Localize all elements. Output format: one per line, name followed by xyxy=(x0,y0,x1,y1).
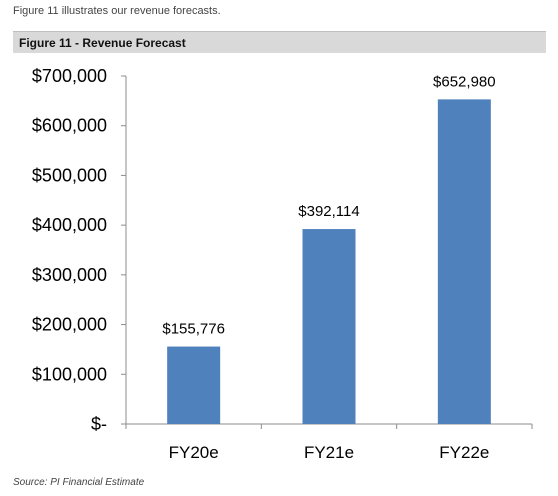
figure-title: Figure 11 - Revenue Forecast xyxy=(19,36,186,50)
y-tick-label: $700,000 xyxy=(32,66,107,86)
data-label: $155,776 xyxy=(162,321,225,338)
x-tick-label: FY20e xyxy=(169,443,219,462)
source-note: Source: PI Financial Estimate xyxy=(13,477,145,488)
data-label: $652,980 xyxy=(433,73,496,90)
intro-text: Figure 11 illustrates our revenue foreca… xyxy=(13,5,221,17)
figure-header: Figure 11 - Revenue Forecast xyxy=(13,31,546,53)
bar xyxy=(167,346,221,424)
x-tick-label: FY22e xyxy=(439,443,489,462)
y-tick-label: $400,000 xyxy=(32,215,107,235)
y-tick-label: $200,000 xyxy=(32,315,107,335)
y-tick-label: $600,000 xyxy=(32,116,107,136)
y-tick-label: $- xyxy=(91,414,107,434)
y-tick-label: $500,000 xyxy=(32,165,107,185)
x-tick-label: FY21e xyxy=(304,443,354,462)
bar xyxy=(302,229,356,424)
y-tick-label: $300,000 xyxy=(32,265,107,285)
y-tick-label: $100,000 xyxy=(32,364,107,384)
bar xyxy=(437,99,491,424)
data-label: $392,114 xyxy=(298,203,359,220)
